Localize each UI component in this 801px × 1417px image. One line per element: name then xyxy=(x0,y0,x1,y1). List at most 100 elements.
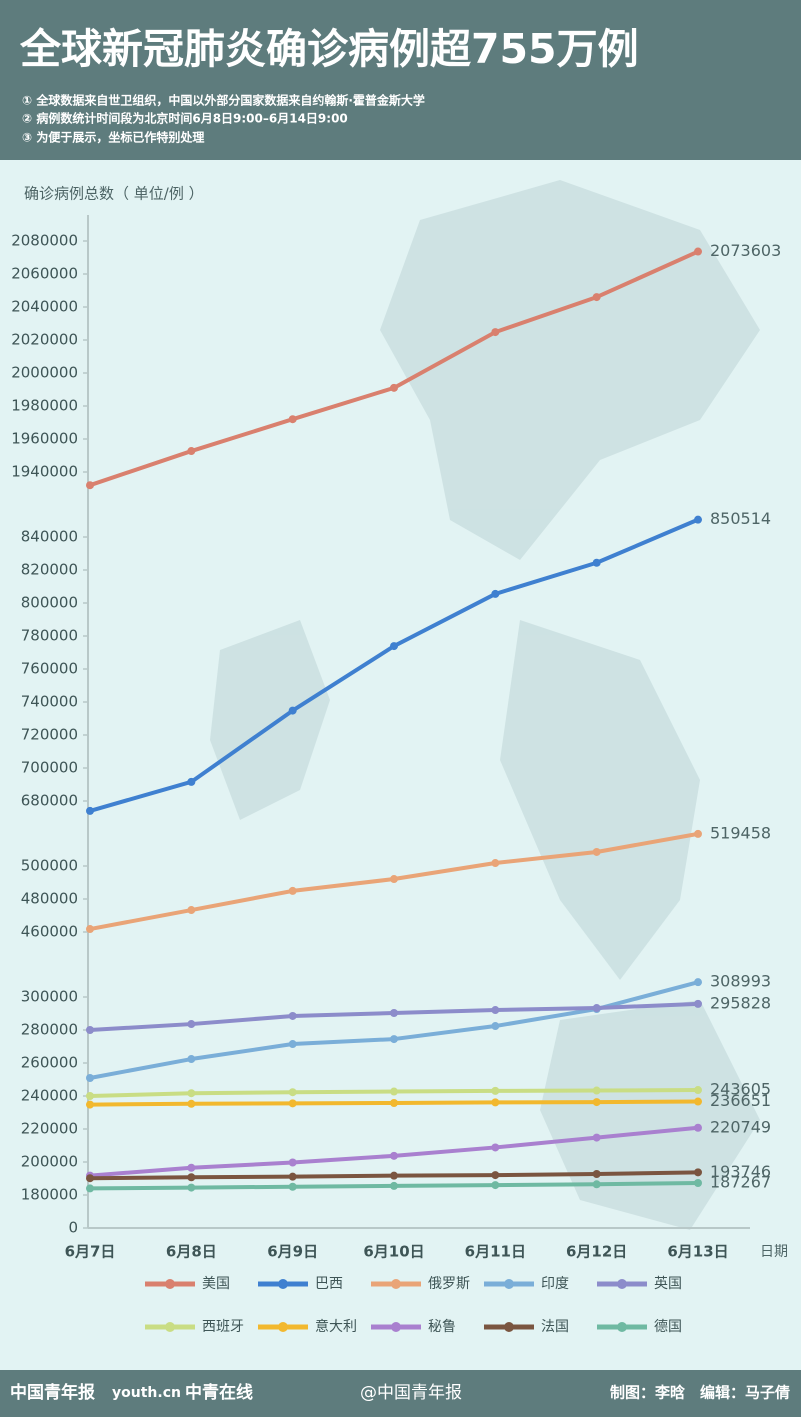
legend-label: 法国 xyxy=(541,1319,569,1335)
data-point xyxy=(86,925,94,934)
data-point xyxy=(86,1074,94,1083)
data-point xyxy=(390,1098,398,1107)
x-tick-label: 6月8日 xyxy=(166,1243,217,1261)
value-label: 220749 xyxy=(710,1117,771,1136)
data-point xyxy=(694,999,702,1008)
data-point xyxy=(187,1055,196,1064)
note: ③ 为便于展示，坐标已作特别处理 xyxy=(22,130,204,145)
data-point xyxy=(187,1020,196,1029)
data-point xyxy=(187,906,196,915)
data-point xyxy=(390,1009,398,1018)
y-tick-label: 760000 xyxy=(21,660,78,678)
data-point xyxy=(390,1181,398,1190)
data-point xyxy=(86,1100,94,1109)
y-tick-label: 0 xyxy=(68,1219,78,1237)
y-tick-label: 200000 xyxy=(21,1153,78,1171)
data-point xyxy=(390,875,398,884)
data-point xyxy=(592,1004,601,1013)
data-point xyxy=(491,859,500,868)
data-point xyxy=(491,1181,500,1190)
data-point xyxy=(694,1086,702,1095)
y-tick-label: 240000 xyxy=(21,1087,78,1105)
legend-marker xyxy=(391,1322,401,1332)
data-point xyxy=(491,1022,500,1031)
data-point xyxy=(592,1170,601,1179)
data-point xyxy=(288,706,297,715)
y-tick-label: 700000 xyxy=(21,759,78,777)
data-point xyxy=(187,1089,196,1098)
x-tick-label: 6月9日 xyxy=(267,1243,318,1261)
data-point xyxy=(694,247,702,256)
y-tick-label: 300000 xyxy=(21,988,78,1006)
weibo: @中国青年报 xyxy=(360,1383,462,1403)
value-label: 519458 xyxy=(710,823,771,842)
logo: youth.cn xyxy=(112,1385,181,1401)
data-point xyxy=(288,1172,297,1181)
data-point xyxy=(288,1040,297,1049)
data-point xyxy=(288,1182,297,1191)
legend-marker xyxy=(391,1279,401,1289)
data-point xyxy=(592,558,601,567)
y-tick-label: 800000 xyxy=(21,594,78,612)
y-tick-label: 280000 xyxy=(21,1021,78,1039)
y-tick-label: 1960000 xyxy=(11,430,78,448)
data-point xyxy=(592,293,601,302)
data-point xyxy=(390,383,398,392)
legend-marker xyxy=(165,1279,175,1289)
note: ① 全球数据来自世卫组织，中国以外部分国家数据来自约翰斯·霍普金斯大学 xyxy=(22,93,425,108)
legend-label: 美国 xyxy=(202,1276,230,1292)
legend-marker xyxy=(504,1279,514,1289)
data-point xyxy=(694,1168,702,1177)
data-point xyxy=(288,886,297,895)
legend-marker xyxy=(278,1279,288,1289)
value-label: 295828 xyxy=(710,993,771,1012)
data-point xyxy=(86,1184,94,1193)
data-point xyxy=(694,978,702,987)
value-label: 193746 xyxy=(710,1162,771,1181)
legend-marker xyxy=(617,1279,627,1289)
title: 全球新冠肺炎确诊病例超755万例 xyxy=(19,25,639,73)
data-point xyxy=(694,829,702,838)
legend-label: 印度 xyxy=(541,1276,569,1292)
x-tick-label: 6月13日 xyxy=(667,1243,728,1261)
x-axis-label: 日期 xyxy=(760,1244,788,1260)
data-point xyxy=(491,1086,500,1095)
header xyxy=(0,0,801,160)
value-label: 850514 xyxy=(710,509,771,528)
data-point xyxy=(288,1088,297,1097)
data-point xyxy=(288,1158,297,1167)
y-tick-label: 480000 xyxy=(21,890,78,908)
legend-marker xyxy=(165,1322,175,1332)
legend-label: 德国 xyxy=(654,1319,682,1335)
legend-label: 巴西 xyxy=(315,1276,343,1292)
note: ② 病例数统计时间段为北京时间6月8日9:00–6月14日9:00 xyxy=(22,111,348,126)
y-tick-label: 720000 xyxy=(21,726,78,744)
data-point xyxy=(694,1179,702,1188)
data-point xyxy=(694,1123,702,1132)
y-tick-label: 2000000 xyxy=(11,364,78,382)
data-point xyxy=(86,1174,94,1183)
data-point xyxy=(187,777,196,786)
legend-marker xyxy=(278,1322,288,1332)
y-tick-label: 840000 xyxy=(21,528,78,546)
y-tick-label: 2020000 xyxy=(11,331,78,349)
logo: 中青在线 xyxy=(185,1382,253,1403)
y-tick-label: 2080000 xyxy=(11,232,78,250)
x-tick-label: 6月11日 xyxy=(465,1243,526,1261)
legend-label: 俄罗斯 xyxy=(428,1276,470,1292)
legend-label: 西班牙 xyxy=(202,1319,244,1335)
data-point xyxy=(390,1087,398,1096)
y-tick-label: 220000 xyxy=(21,1120,78,1138)
data-point xyxy=(491,589,500,598)
y-tick-label: 680000 xyxy=(21,792,78,810)
data-point xyxy=(592,1180,601,1189)
value-label: 308993 xyxy=(710,972,771,991)
value-label: 243605 xyxy=(710,1080,771,1099)
y-tick-label: 460000 xyxy=(21,923,78,941)
x-tick-label: 6月12日 xyxy=(566,1243,627,1261)
y-tick-label: 260000 xyxy=(21,1054,78,1072)
data-point xyxy=(390,1171,398,1180)
value-label: 2073603 xyxy=(710,241,781,260)
y-tick-label: 1940000 xyxy=(11,463,78,481)
x-tick-label: 6月7日 xyxy=(65,1243,116,1261)
